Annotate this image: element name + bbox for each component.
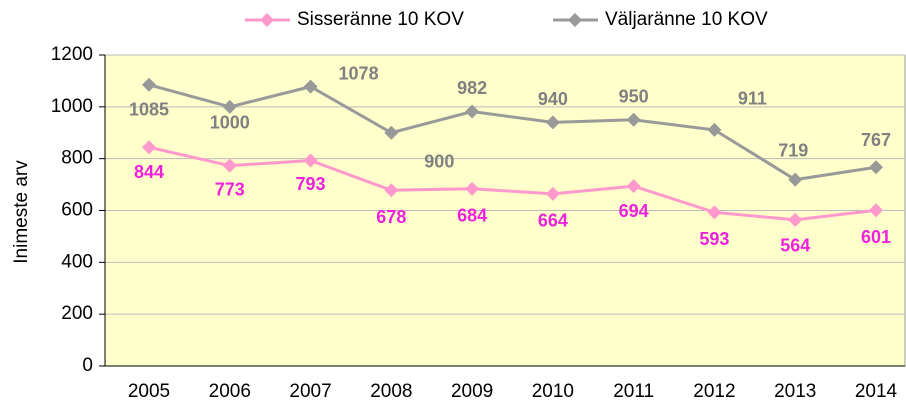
point [465, 104, 480, 119]
x-tick-label: 2005 [128, 381, 170, 402]
point [465, 181, 480, 196]
legend-marker [568, 13, 582, 27]
series-line [148, 83, 877, 182]
y-tick-label: 200 [61, 303, 93, 324]
y-tick-label: 1000 [51, 96, 93, 117]
data-label: 601 [861, 227, 891, 247]
legend-label: Väljaränne 10 KOV [605, 9, 768, 30]
x-tick-label: 2012 [693, 381, 735, 402]
data-label: 844 [134, 162, 164, 182]
x-tick-label: 2010 [532, 381, 574, 402]
y-tick-label: 600 [61, 200, 93, 221]
data-label: 593 [699, 229, 729, 249]
point [142, 77, 156, 92]
data-label: 940 [538, 89, 568, 109]
point [707, 205, 722, 220]
data-label: 767 [861, 130, 891, 150]
y-tick-label: 800 [61, 148, 93, 169]
legend-marker [260, 13, 274, 27]
y-tick-label: 1200 [51, 44, 93, 65]
legend-label: Sisseränne 10 KOV [297, 9, 464, 30]
data-label: 678 [376, 207, 406, 227]
x-tick-label: 2006 [209, 381, 251, 402]
x-tick-label: 2013 [774, 381, 816, 402]
data-label: 1078 [339, 63, 379, 83]
point [222, 158, 237, 173]
point [142, 140, 156, 155]
x-tick-label: 2011 [613, 381, 654, 402]
data-label: 564 [780, 236, 810, 256]
y-axis-label: Inimeste arv [11, 160, 32, 264]
point [707, 122, 722, 137]
data-label: 684 [457, 205, 487, 225]
point [626, 112, 641, 127]
data-label: 950 [619, 87, 649, 107]
point [384, 183, 399, 198]
point [869, 203, 883, 218]
point [788, 212, 803, 227]
data-label: 793 [296, 174, 326, 194]
point [869, 160, 883, 175]
data-label: 664 [538, 211, 568, 231]
x-tick-label: 2007 [289, 381, 331, 402]
data-label: 982 [457, 78, 487, 98]
point [545, 186, 560, 201]
y-tick-label: 0 [82, 355, 93, 376]
point [303, 79, 318, 94]
point [788, 172, 803, 187]
data-label: 1085 [129, 100, 169, 120]
point [626, 179, 641, 194]
data-label: 900 [424, 152, 454, 172]
data-label: 694 [619, 201, 649, 221]
point [545, 115, 560, 130]
data-label: 773 [215, 179, 245, 199]
x-tick-label: 2009 [451, 381, 493, 402]
point [303, 153, 318, 168]
data-label: 911 [738, 89, 767, 109]
series-line [148, 145, 877, 222]
x-tick-label: 2014 [855, 381, 898, 402]
point [384, 125, 399, 140]
data-label: 719 [778, 140, 808, 160]
x-tick-label: 2008 [370, 381, 412, 402]
y-tick-label: 400 [61, 251, 93, 272]
point [222, 99, 237, 114]
data-label: 1000 [210, 113, 250, 133]
